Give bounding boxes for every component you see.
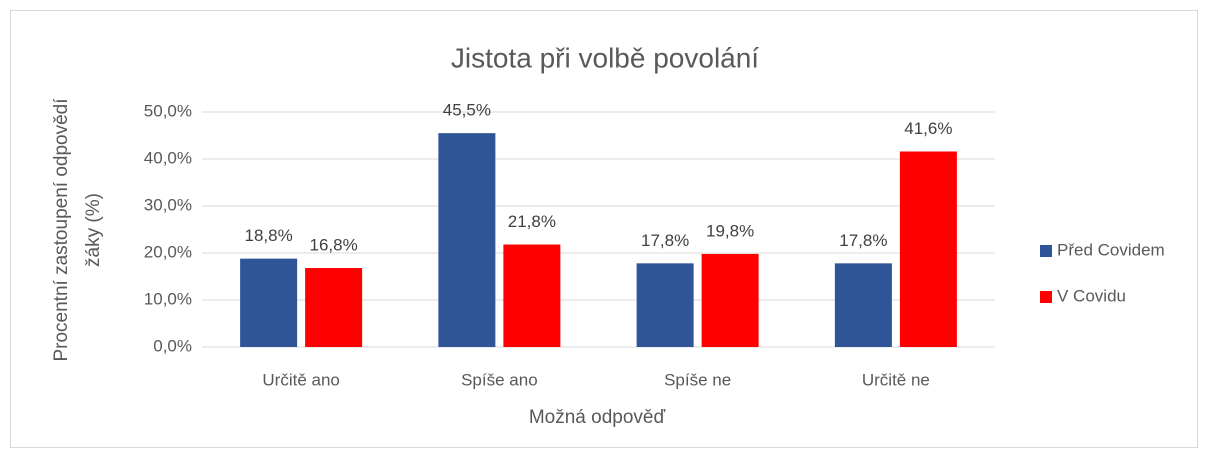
- bar: [899, 151, 957, 347]
- data-label: 21,8%: [508, 212, 556, 231]
- y-tick-label: 10,0%: [144, 289, 192, 308]
- chart-border: [10, 10, 1198, 448]
- legend-swatch: [1040, 245, 1052, 257]
- bar: [503, 244, 561, 347]
- bar: [636, 263, 694, 347]
- legend-label: Před Covidem: [1057, 240, 1165, 259]
- bar: [834, 263, 892, 347]
- x-axis-title: Možná odpověď: [529, 407, 666, 428]
- data-label: 19,8%: [706, 221, 754, 240]
- bar: [438, 133, 496, 347]
- y-axis-title-line: Procentní zastoupení odpovědí: [51, 98, 72, 362]
- y-axis-title-line: žáky (%): [83, 193, 104, 267]
- data-label: 41,6%: [904, 119, 952, 138]
- y-tick-label: 50,0%: [144, 101, 192, 120]
- bar: [305, 268, 363, 347]
- data-label: 45,5%: [443, 101, 491, 120]
- y-tick-label: 40,0%: [144, 148, 192, 167]
- y-tick-label: 30,0%: [144, 195, 192, 214]
- y-axis-title: Procentní zastoupení odpovědí žáky (%): [51, 98, 104, 362]
- data-label: 17,8%: [641, 231, 689, 250]
- x-tick-label: Určitě ano: [262, 370, 339, 389]
- y-tick-label: 0,0%: [153, 336, 192, 355]
- legend-swatch: [1040, 291, 1052, 303]
- x-tick-label: Určitě ne: [862, 370, 930, 389]
- legend-label: V Covidu: [1057, 286, 1126, 305]
- x-tick-label: Spíše ano: [461, 370, 538, 389]
- data-label: 17,8%: [839, 231, 887, 250]
- x-tick-label: Spíše ne: [664, 370, 731, 389]
- y-tick-label: 20,0%: [144, 242, 192, 261]
- bar: [240, 258, 298, 347]
- data-label: 18,8%: [245, 226, 293, 245]
- chart-title: Jistota při volbě povolání: [451, 42, 759, 73]
- data-label: 16,8%: [310, 236, 358, 255]
- bar: [701, 253, 759, 347]
